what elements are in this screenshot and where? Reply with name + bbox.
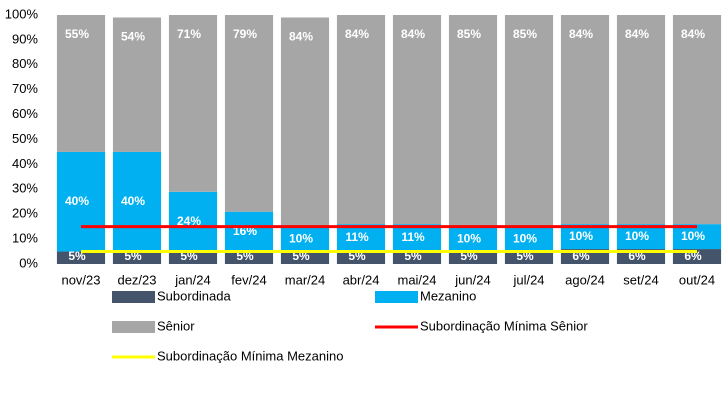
bar-segment [560, 15, 610, 225]
bar-segment [112, 151, 162, 252]
y-tick-label: 100% [5, 6, 39, 21]
bar-segment [392, 15, 442, 225]
y-tick-label: 0% [19, 255, 38, 270]
y-tick-label: 20% [12, 206, 38, 221]
bar-segment [448, 226, 498, 252]
y-tick-label: 70% [12, 81, 38, 96]
bar-segment [224, 15, 274, 212]
bar-segment [616, 15, 666, 225]
bar-segment [112, 251, 162, 264]
bar-segment [56, 151, 106, 252]
x-tick-label: nov/23 [61, 272, 100, 287]
bar-segment [672, 224, 722, 250]
y-tick-label: 40% [12, 156, 38, 171]
data-label: 54% [121, 30, 145, 44]
bar-segment [392, 224, 442, 252]
data-label: 24% [177, 214, 201, 228]
data-label: 85% [457, 27, 481, 41]
x-tick-label: set/24 [623, 272, 658, 287]
bar-segment [504, 15, 554, 227]
data-label: 11% [401, 230, 425, 244]
bar-segment [224, 251, 274, 264]
y-tick-label: 60% [12, 106, 38, 121]
data-label: 84% [289, 30, 313, 44]
bar-segment [56, 15, 106, 152]
bar-segment [560, 224, 610, 250]
bar-segment [448, 15, 498, 227]
bar-segment [224, 211, 274, 252]
legend-swatch [112, 321, 155, 333]
legend-swatch [375, 291, 418, 303]
data-label: 10% [513, 231, 537, 245]
data-label: 84% [401, 27, 425, 41]
x-tick-label: ago/24 [565, 272, 605, 287]
bar-segment [56, 251, 106, 264]
legend-swatch [112, 291, 155, 303]
data-label: 10% [569, 229, 593, 243]
data-label: 84% [569, 27, 593, 41]
bar-segment [672, 15, 722, 225]
x-tick-label: jan/24 [174, 272, 210, 287]
bar-segment [616, 224, 666, 250]
data-label: 84% [681, 27, 705, 41]
x-tick-label: mai/24 [397, 272, 436, 287]
data-label: 79% [233, 27, 257, 41]
y-tick-label: 80% [12, 56, 38, 71]
bar-segment [336, 224, 386, 252]
bar-segment [168, 251, 218, 264]
y-tick-label: 90% [12, 31, 38, 46]
x-tick-label: jul/24 [512, 272, 544, 287]
y-tick-label: 30% [12, 181, 38, 196]
bar-segment [280, 17, 330, 227]
data-label: 10% [289, 231, 313, 245]
data-label: 84% [345, 27, 369, 41]
bar-segment [504, 226, 554, 252]
y-tick-label: 10% [12, 231, 38, 246]
x-tick-label: jun/24 [454, 272, 490, 287]
x-tick-label: abr/24 [343, 272, 380, 287]
data-label: 85% [513, 27, 537, 41]
data-label: 55% [65, 27, 89, 41]
bar-segment [112, 17, 162, 152]
bar-segment [168, 191, 218, 252]
data-label: 40% [121, 194, 145, 208]
bar-segment [448, 251, 498, 264]
x-tick-label: out/24 [679, 272, 715, 287]
legend-label: Subordinação Mínima Sênior [420, 318, 588, 333]
data-label: 11% [345, 230, 369, 244]
bar-segment [336, 15, 386, 225]
data-label: 10% [625, 229, 649, 243]
bar-segment [504, 251, 554, 264]
bar-segment [280, 226, 330, 252]
legend-label: Subordinação Mínima Mezanino [157, 348, 343, 363]
x-tick-label: fev/24 [231, 272, 266, 287]
data-label: 71% [177, 27, 201, 41]
data-label: 84% [625, 27, 649, 41]
x-tick-label: dez/23 [117, 272, 156, 287]
bar-segment [168, 15, 218, 192]
bar-segment [336, 251, 386, 264]
legend-label: Mezanino [420, 288, 476, 303]
data-label: 10% [681, 229, 705, 243]
y-tick-label: 50% [12, 131, 38, 146]
bar-segment [392, 251, 442, 264]
x-tick-label: mar/24 [285, 272, 325, 287]
data-label: 40% [65, 194, 89, 208]
legend-label: Sênior [157, 318, 195, 333]
bar-segment [280, 251, 330, 264]
data-label: 10% [457, 231, 481, 245]
legend-label: Subordinada [157, 288, 231, 303]
